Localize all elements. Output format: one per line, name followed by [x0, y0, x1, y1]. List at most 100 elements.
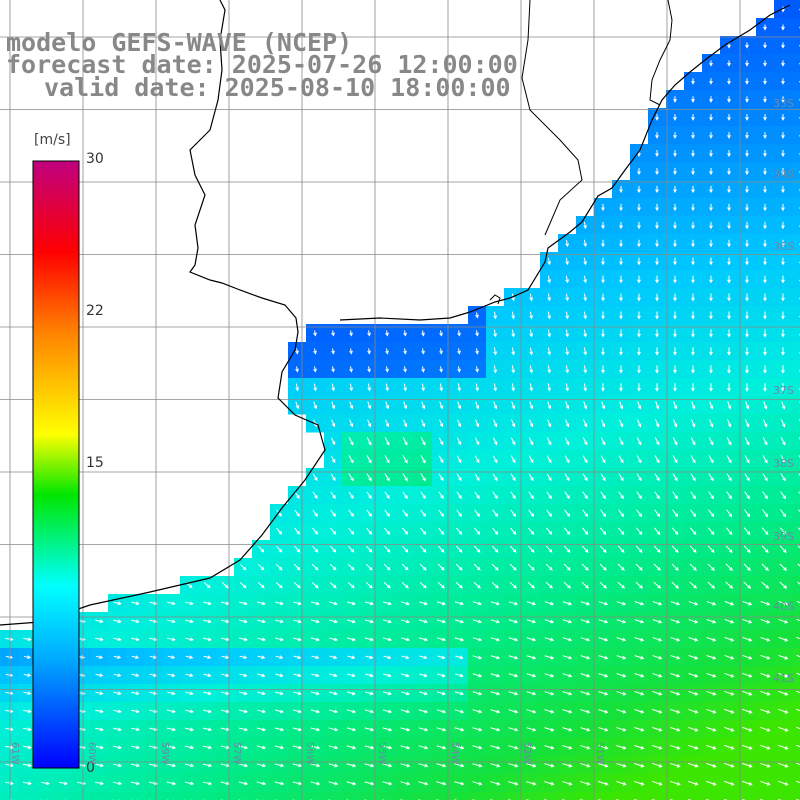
wind-arrow — [382, 637, 393, 642]
wind-arrow — [634, 619, 645, 624]
wind-arrow — [690, 509, 697, 518]
wind-arrow — [781, 347, 785, 356]
wind-arrow — [673, 239, 677, 248]
wind-arrow — [599, 545, 607, 553]
wind-arrow — [239, 673, 248, 678]
wind-arrow — [654, 473, 660, 482]
wind-arrow — [367, 348, 371, 355]
field-cell — [792, 450, 800, 469]
wind-arrow — [509, 581, 517, 589]
wind-arrow — [637, 239, 641, 248]
wind-arrow — [781, 114, 785, 121]
field-cell — [36, 792, 55, 800]
wind-arrow — [382, 763, 393, 768]
wind-arrow — [490, 601, 501, 606]
wind-arrow — [23, 637, 32, 642]
wind-arrow — [672, 473, 678, 482]
wind-arrow — [601, 239, 605, 248]
wind-arrow — [616, 709, 627, 714]
wind-arrow — [328, 781, 339, 786]
wind-arrow — [670, 655, 681, 660]
wind-arrow — [544, 601, 555, 606]
wind-arrow — [689, 563, 697, 571]
wind-arrow — [348, 473, 354, 482]
wind-arrow — [292, 637, 302, 642]
field-cell — [558, 792, 577, 800]
wind-arrow — [456, 473, 462, 482]
wind-arrow — [313, 383, 318, 392]
wind-arrow — [23, 673, 32, 678]
wind-arrow — [688, 780, 699, 786]
field-cell — [792, 234, 800, 253]
wind-arrow — [491, 545, 499, 553]
wind-arrow — [529, 401, 534, 410]
wind-arrow — [725, 563, 733, 571]
wind-arrow — [349, 401, 354, 410]
wind-arrow — [778, 672, 789, 678]
wind-arrow — [400, 781, 411, 786]
wind-arrow — [727, 78, 731, 85]
wind-arrow — [239, 582, 247, 589]
wind-arrow — [203, 601, 212, 606]
wind-arrow — [475, 419, 480, 428]
wind-arrow — [691, 383, 695, 392]
field-cell — [414, 792, 433, 800]
field-cell — [342, 792, 361, 800]
wind-arrow — [654, 491, 660, 500]
wind-arrow — [292, 619, 302, 624]
wind-arrow — [619, 311, 623, 320]
wind-arrow — [724, 726, 735, 732]
wind-arrow — [421, 383, 426, 392]
wind-arrow — [475, 348, 479, 355]
wind-arrow — [438, 455, 444, 464]
wind-arrow — [274, 763, 285, 768]
field-cell — [792, 774, 800, 793]
lat-label: 37S — [773, 384, 794, 397]
wind-arrow — [745, 42, 749, 49]
wind-arrow — [745, 401, 750, 410]
wind-arrow — [292, 781, 303, 786]
wind-arrow — [294, 527, 301, 535]
wind-arrow — [726, 491, 732, 500]
wind-arrow — [619, 401, 624, 410]
field-cell — [792, 72, 800, 91]
wind-arrow — [544, 781, 555, 786]
wind-arrow — [510, 455, 516, 464]
wind-arrow — [655, 365, 659, 374]
wind-arrow — [691, 365, 695, 374]
wind-arrow — [744, 455, 750, 464]
wind-arrow — [781, 239, 785, 248]
field-cell — [792, 90, 800, 109]
wind-arrow — [618, 437, 624, 446]
wind-arrow — [655, 167, 659, 176]
wind-arrow — [616, 745, 627, 750]
wind-arrow — [167, 673, 176, 678]
wind-arrow — [652, 655, 663, 660]
wind-arrow — [779, 563, 787, 571]
wind-arrow — [779, 527, 787, 536]
wind-arrow — [511, 365, 516, 374]
wind-arrow — [418, 763, 429, 768]
wind-arrow — [763, 293, 767, 302]
wind-arrow — [745, 185, 749, 194]
wind-arrow — [420, 437, 426, 446]
wind-arrow — [329, 581, 337, 589]
wind-arrow — [562, 601, 573, 606]
wind-arrow — [781, 132, 785, 139]
wind-arrow — [598, 727, 609, 732]
wind-arrow — [276, 545, 283, 553]
wind-arrow — [745, 203, 749, 212]
field-cell — [270, 792, 289, 800]
wind-arrow — [437, 581, 445, 589]
wind-arrow — [131, 619, 140, 624]
wind-arrow — [400, 709, 411, 714]
wind-arrow — [348, 527, 355, 535]
wind-arrow — [544, 745, 555, 750]
wind-arrow — [655, 311, 659, 320]
wind-arrow — [528, 527, 535, 535]
wind-arrow — [455, 563, 463, 571]
wind-arrow — [583, 275, 588, 284]
wind-arrow — [311, 673, 320, 678]
wind-arrow — [348, 437, 354, 446]
field-cell — [378, 792, 397, 800]
